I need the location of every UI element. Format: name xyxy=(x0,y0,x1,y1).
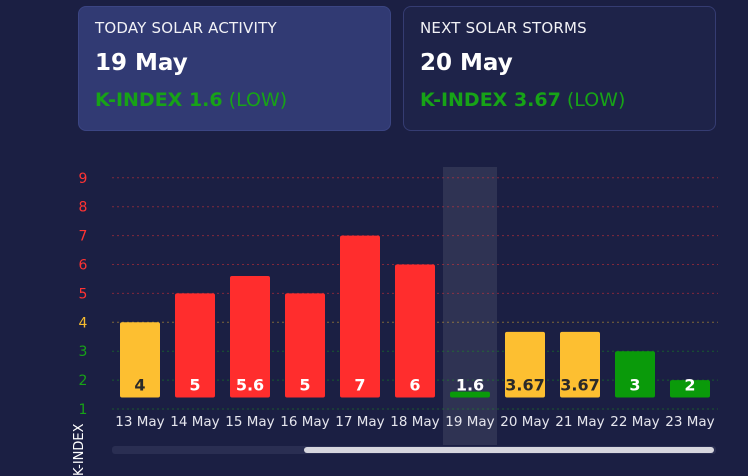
bar-value-label: 3.67 xyxy=(560,375,599,394)
x-tick-label: 22 May xyxy=(610,414,659,430)
bar-value-label: 6 xyxy=(409,375,420,394)
today-card-date: 19 May xyxy=(95,50,188,76)
today-k-index-value: K-INDEX 1.6 xyxy=(95,89,223,111)
bar-17-may[interactable] xyxy=(340,235,380,398)
next-k-index-value: K-INDEX 3.67 xyxy=(420,89,561,111)
y-tick-label: 2 xyxy=(79,373,88,389)
y-tick-label: 8 xyxy=(79,200,88,216)
bar-15-may[interactable] xyxy=(230,276,270,398)
next-card-date: 20 May xyxy=(420,50,513,76)
y-axis-title: K-INDEX xyxy=(72,423,87,476)
bar-value-label: 5 xyxy=(299,375,310,394)
next-k-index-level: (LOW) xyxy=(566,89,626,111)
bar-18-may[interactable] xyxy=(395,264,435,398)
today-k-index-level: (LOW) xyxy=(228,89,288,111)
y-tick-label: 7 xyxy=(79,229,88,245)
bar-23-may[interactable] xyxy=(670,380,710,398)
bar-value-label: 3.67 xyxy=(505,375,544,394)
x-tick-label: 19 May xyxy=(445,414,494,430)
bar-value-label: 5 xyxy=(189,375,200,394)
today-card-title: TODAY SOLAR ACTIVITY xyxy=(95,19,277,37)
y-tick-label: 4 xyxy=(79,315,88,331)
y-tick-label: 6 xyxy=(79,258,88,274)
y-tick-label: 3 xyxy=(79,344,88,360)
bar-20-may[interactable] xyxy=(505,331,545,398)
bar-19-may[interactable] xyxy=(450,391,490,398)
x-tick-label: 18 May xyxy=(390,414,439,430)
today-k-index: K-INDEX 1.6 (LOW) xyxy=(95,89,374,111)
y-tick-label: 1 xyxy=(79,402,88,418)
x-tick-label: 21 May xyxy=(555,414,604,430)
bar-value-label: 3 xyxy=(629,375,640,394)
x-tick-label: 15 May xyxy=(225,414,274,430)
bar-value-label: 5.6 xyxy=(236,375,264,394)
x-tick-label: 13 May xyxy=(115,414,164,430)
bar-value-label: 1.6 xyxy=(456,375,484,394)
x-tick-label: 23 May xyxy=(665,414,714,430)
x-tick-label: 16 May xyxy=(280,414,329,430)
highlight-column-today xyxy=(443,167,497,445)
k-index-bar-chart: 1 2 3 4 5 6 7 8 9 4 13 May 5 14 May 5.6 15 May 5 16 May 7… xyxy=(79,167,718,454)
x-tick-label: 20 May xyxy=(500,414,549,430)
bar-22-may[interactable] xyxy=(615,351,655,398)
next-card-title: NEXT SOLAR STORMS xyxy=(420,19,587,37)
next-k-index: K-INDEX 3.67 (LOW) xyxy=(420,89,699,111)
bar-14-may[interactable] xyxy=(175,293,215,398)
bar-value-label: 7 xyxy=(354,375,365,394)
bar-21-may[interactable] xyxy=(560,331,600,398)
bar-13-may[interactable] xyxy=(120,322,160,398)
x-tick-label: 14 May xyxy=(170,414,219,430)
bar-16-may[interactable] xyxy=(285,293,325,398)
bar-value-label: 4 xyxy=(134,375,145,394)
y-tick-label: 5 xyxy=(79,286,88,302)
x-tick-label: 17 May xyxy=(335,414,384,430)
today-solar-activity-card: TODAY SOLAR ACTIVITY 19 May K-INDEX 1.6 … xyxy=(78,6,391,131)
y-tick-label: 9 xyxy=(79,171,88,187)
scrollbar-thumb[interactable] xyxy=(304,447,714,453)
bar-value-label: 2 xyxy=(684,375,695,394)
next-solar-storms-card: NEXT SOLAR STORMS 20 May K-INDEX 3.67 (L… xyxy=(403,6,716,131)
